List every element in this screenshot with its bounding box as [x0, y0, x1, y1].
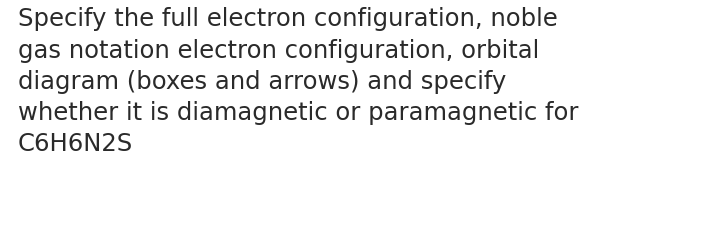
Text: Specify the full electron configuration, noble
gas notation electron configurati: Specify the full electron configuration,… — [18, 7, 579, 156]
